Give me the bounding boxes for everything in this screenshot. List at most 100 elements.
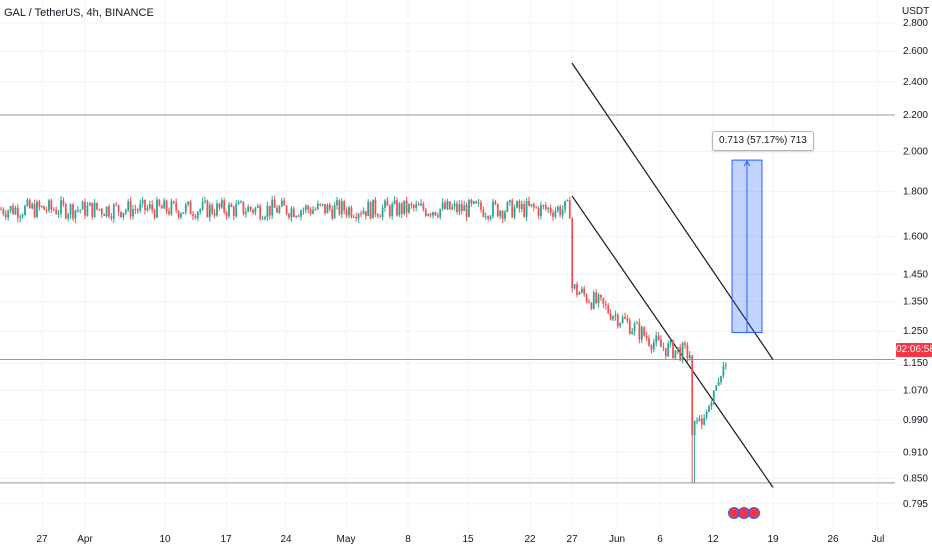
candle <box>86 205 89 216</box>
candle <box>434 212 437 216</box>
time-tick-label: 12 <box>707 534 719 545</box>
candle <box>91 202 94 218</box>
candle <box>672 340 674 359</box>
candle <box>612 316 614 320</box>
candle <box>4 213 7 218</box>
candle <box>360 213 362 215</box>
candle <box>148 204 151 208</box>
candle <box>194 216 197 219</box>
candle <box>48 200 50 211</box>
candle <box>638 322 641 340</box>
candle <box>2 209 5 214</box>
price-axis[interactable]: 2.800 2.600 2.400 2.200 2.000 1.800 1.600 1.450… <box>903 18 928 510</box>
candle <box>98 209 101 211</box>
candle <box>484 216 487 218</box>
candle <box>691 355 694 436</box>
candle <box>436 215 439 217</box>
candle <box>696 420 698 422</box>
candle <box>331 209 334 219</box>
candle <box>549 207 552 214</box>
candle <box>208 204 211 218</box>
channel-upper-line <box>571 62 774 360</box>
candle <box>393 200 396 205</box>
candle <box>624 316 626 319</box>
candle <box>600 294 602 298</box>
candle <box>211 204 214 214</box>
candle <box>374 199 377 215</box>
candle <box>21 215 24 217</box>
candle <box>386 200 389 206</box>
candle <box>223 200 226 213</box>
candle <box>564 200 566 210</box>
candle <box>412 205 415 208</box>
candle <box>391 204 394 217</box>
candle <box>573 284 576 289</box>
candle <box>57 213 60 215</box>
candle <box>372 199 374 219</box>
candle <box>249 206 252 210</box>
candle <box>264 216 266 219</box>
time-tick-label: 24 <box>280 534 292 545</box>
candle <box>499 210 502 217</box>
measure-tool[interactable] <box>731 159 763 334</box>
candle <box>117 204 120 212</box>
candle <box>9 206 12 211</box>
candle <box>321 204 324 206</box>
candle <box>700 418 703 425</box>
candle <box>26 199 29 206</box>
candle <box>343 201 346 211</box>
candle <box>40 206 43 208</box>
candle <box>456 203 458 212</box>
candle <box>576 284 578 295</box>
candle <box>453 203 456 207</box>
candle <box>511 200 514 218</box>
time-tick-label: 6 <box>657 534 663 545</box>
candle <box>571 218 574 289</box>
candle <box>120 211 122 218</box>
candle <box>189 201 192 215</box>
candle <box>674 350 677 359</box>
candle <box>74 210 77 219</box>
candle <box>559 206 562 216</box>
candle <box>278 206 281 213</box>
price-tick-label: 0.850 <box>903 473 928 484</box>
candle <box>55 209 58 215</box>
candle <box>403 200 406 214</box>
economic-event-icon[interactable] <box>748 507 760 519</box>
candle <box>422 203 425 210</box>
time-tick-label: Jul <box>872 534 885 545</box>
candle <box>165 200 168 212</box>
candle <box>340 201 343 215</box>
candle <box>244 211 247 214</box>
candle <box>336 200 338 206</box>
candle <box>88 202 91 206</box>
candle <box>110 216 113 219</box>
candle <box>177 210 180 218</box>
time-axis[interactable]: 27 Apr 10 17 24 May 8 15 22 27 Jun 6 12 19 26 Jul <box>36 534 884 545</box>
candle <box>405 200 408 213</box>
candle <box>316 203 319 210</box>
candle <box>369 202 372 219</box>
candle <box>724 364 727 366</box>
candle <box>480 202 482 210</box>
candle <box>384 200 386 208</box>
candle <box>712 390 715 403</box>
candle <box>468 199 470 217</box>
price-tick-label: 1.450 <box>903 269 928 280</box>
candle <box>554 210 557 217</box>
candle <box>513 207 516 218</box>
candle <box>220 200 223 208</box>
candle <box>62 200 65 205</box>
candle <box>722 365 725 376</box>
candle <box>271 199 274 216</box>
symbol-title[interactable]: GAL / TetherUS, 4h, BINANCE <box>4 7 154 19</box>
candle <box>288 213 290 218</box>
candle <box>100 209 103 215</box>
measure-arrowhead <box>743 160 751 167</box>
candle <box>235 204 238 216</box>
candle <box>187 201 190 205</box>
time-tick-label: Apr <box>77 534 93 545</box>
candle <box>345 210 348 216</box>
